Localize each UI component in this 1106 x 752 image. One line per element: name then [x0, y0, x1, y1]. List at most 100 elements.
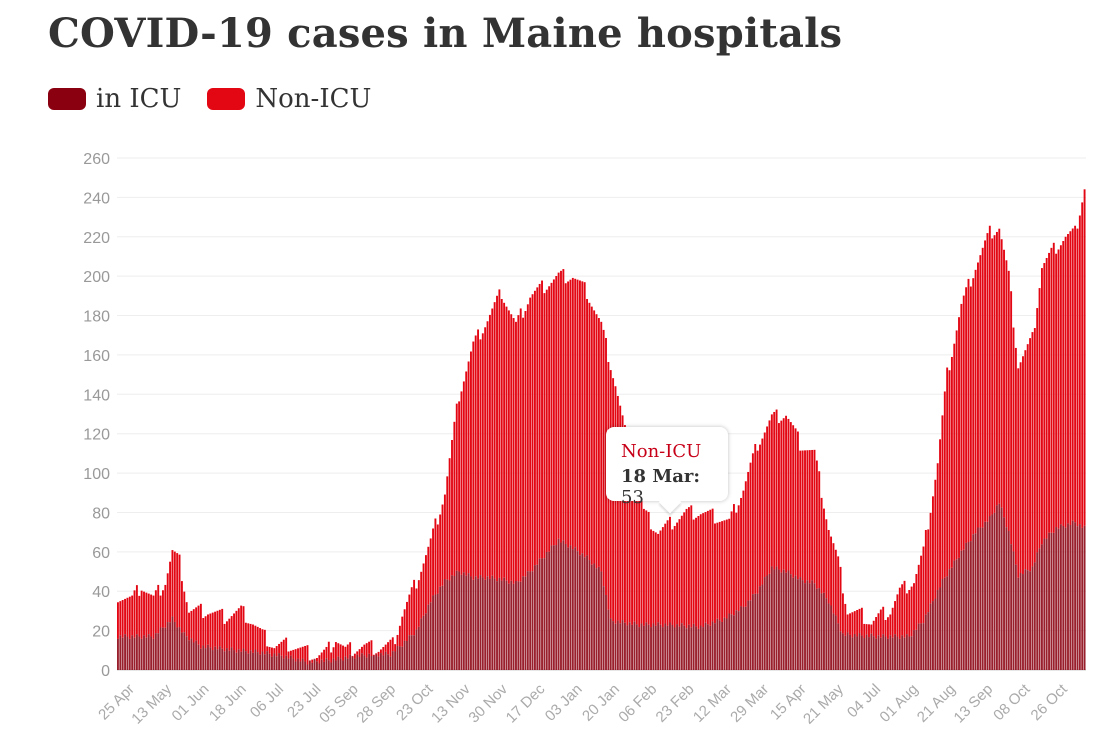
bar-icu[interactable]: [569, 545, 572, 670]
bar-icu[interactable]: [443, 579, 446, 670]
bar-icu[interactable]: [754, 593, 757, 670]
bar-icu[interactable]: [249, 650, 252, 670]
bar-non-icu[interactable]: [796, 431, 799, 580]
bar-non-icu[interactable]: [844, 603, 847, 636]
bar-non-icu[interactable]: [934, 479, 937, 599]
bar-icu[interactable]: [714, 623, 716, 670]
bar-icu[interactable]: [313, 659, 316, 670]
bar-icu[interactable]: [1017, 577, 1020, 670]
bar-non-icu[interactable]: [825, 519, 828, 599]
bar-non-icu[interactable]: [417, 580, 420, 627]
bar-non-icu[interactable]: [635, 484, 638, 625]
bar-non-icu[interactable]: [150, 594, 153, 637]
bar-icu[interactable]: [391, 651, 394, 670]
bar-non-icu[interactable]: [569, 279, 572, 546]
bar-icu[interactable]: [571, 549, 574, 670]
bar-non-icu[interactable]: [1048, 252, 1050, 533]
bar-icu[interactable]: [1036, 552, 1039, 670]
bar-icu[interactable]: [564, 543, 567, 670]
bar-icu[interactable]: [382, 655, 385, 670]
bar-non-icu[interactable]: [382, 647, 385, 656]
bar-icu[interactable]: [389, 656, 392, 670]
bar-icu[interactable]: [879, 637, 882, 670]
bar-icu[interactable]: [849, 634, 851, 670]
bar-non-icu[interactable]: [628, 460, 631, 623]
bar-icu[interactable]: [673, 627, 676, 670]
bar-non-icu[interactable]: [337, 643, 340, 657]
bar-non-icu[interactable]: [941, 415, 944, 580]
bar-icu[interactable]: [787, 570, 790, 670]
bar-icu[interactable]: [730, 614, 733, 670]
bar-icu[interactable]: [1059, 524, 1062, 670]
bar-icu[interactable]: [1038, 548, 1041, 670]
bar-icu[interactable]: [664, 623, 667, 670]
bar-non-icu[interactable]: [154, 590, 157, 634]
bar-icu[interactable]: [166, 622, 169, 670]
bar-non-icu[interactable]: [877, 613, 880, 636]
bar-icu[interactable]: [597, 566, 600, 670]
bar-non-icu[interactable]: [209, 613, 212, 648]
bar-non-icu[interactable]: [581, 281, 584, 554]
bar-non-icu[interactable]: [1057, 249, 1060, 529]
bar-icu[interactable]: [263, 654, 266, 670]
bar-non-icu[interactable]: [503, 302, 506, 578]
bar-icu[interactable]: [581, 553, 584, 670]
bar-non-icu[interactable]: [484, 327, 487, 580]
bar-non-icu[interactable]: [680, 515, 683, 624]
bar-icu[interactable]: [593, 563, 596, 670]
bar-icu[interactable]: [801, 580, 804, 670]
bar-icu[interactable]: [417, 626, 420, 670]
bar-icu[interactable]: [375, 654, 378, 670]
bar-non-icu[interactable]: [166, 573, 169, 623]
bar-icu[interactable]: [692, 623, 695, 670]
bar-non-icu[interactable]: [593, 310, 596, 564]
bar-icu[interactable]: [932, 601, 934, 670]
bar-icu[interactable]: [669, 622, 671, 670]
bar-non-icu[interactable]: [1062, 241, 1065, 526]
bar-icu[interactable]: [133, 637, 136, 670]
bar-icu[interactable]: [991, 514, 994, 670]
bar-icu[interactable]: [1033, 562, 1036, 670]
bar-non-icu[interactable]: [586, 298, 588, 556]
bar-non-icu[interactable]: [1024, 350, 1027, 570]
bar-icu[interactable]: [460, 574, 463, 670]
bar-icu[interactable]: [747, 600, 750, 670]
bar-icu[interactable]: [647, 624, 650, 670]
bar-non-icu[interactable]: [853, 611, 856, 634]
bar-icu[interactable]: [860, 635, 863, 670]
bar-icu[interactable]: [749, 600, 752, 670]
bar-non-icu[interactable]: [117, 602, 119, 639]
bar-icu[interactable]: [448, 580, 451, 670]
bar-icu[interactable]: [905, 634, 908, 670]
bar-icu[interactable]: [811, 580, 814, 670]
bar-non-icu[interactable]: [275, 646, 278, 657]
bar-non-icu[interactable]: [332, 647, 335, 659]
bar-non-icu[interactable]: [901, 584, 904, 636]
bar-non-icu[interactable]: [363, 644, 366, 656]
bar-icu[interactable]: [654, 625, 657, 670]
bar-non-icu[interactable]: [282, 639, 285, 659]
bar-non-icu[interactable]: [1074, 225, 1077, 523]
bar-icu[interactable]: [934, 598, 937, 670]
bar-icu[interactable]: [533, 565, 536, 670]
bar-non-icu[interactable]: [725, 519, 728, 619]
bar-icu[interactable]: [268, 653, 271, 670]
bar-non-icu[interactable]: [389, 639, 392, 657]
bar-non-icu[interactable]: [645, 510, 648, 623]
bar-icu[interactable]: [659, 624, 662, 670]
bar-icu[interactable]: [846, 632, 849, 670]
bar-icu[interactable]: [1055, 527, 1058, 670]
bar-icu[interactable]: [1022, 574, 1024, 670]
bar-icu[interactable]: [958, 557, 960, 670]
bar-non-icu[interactable]: [858, 608, 861, 634]
bar-icu[interactable]: [308, 660, 311, 670]
bar-non-icu[interactable]: [299, 647, 302, 662]
bar-icu[interactable]: [541, 558, 543, 670]
bar-non-icu[interactable]: [894, 601, 896, 635]
bar-icu[interactable]: [465, 575, 468, 670]
bar-icu[interactable]: [732, 615, 735, 670]
bar-non-icu[interactable]: [424, 555, 427, 614]
bar-non-icu[interactable]: [121, 600, 124, 638]
bar-icu[interactable]: [661, 627, 664, 670]
bar-icu[interactable]: [645, 622, 648, 670]
